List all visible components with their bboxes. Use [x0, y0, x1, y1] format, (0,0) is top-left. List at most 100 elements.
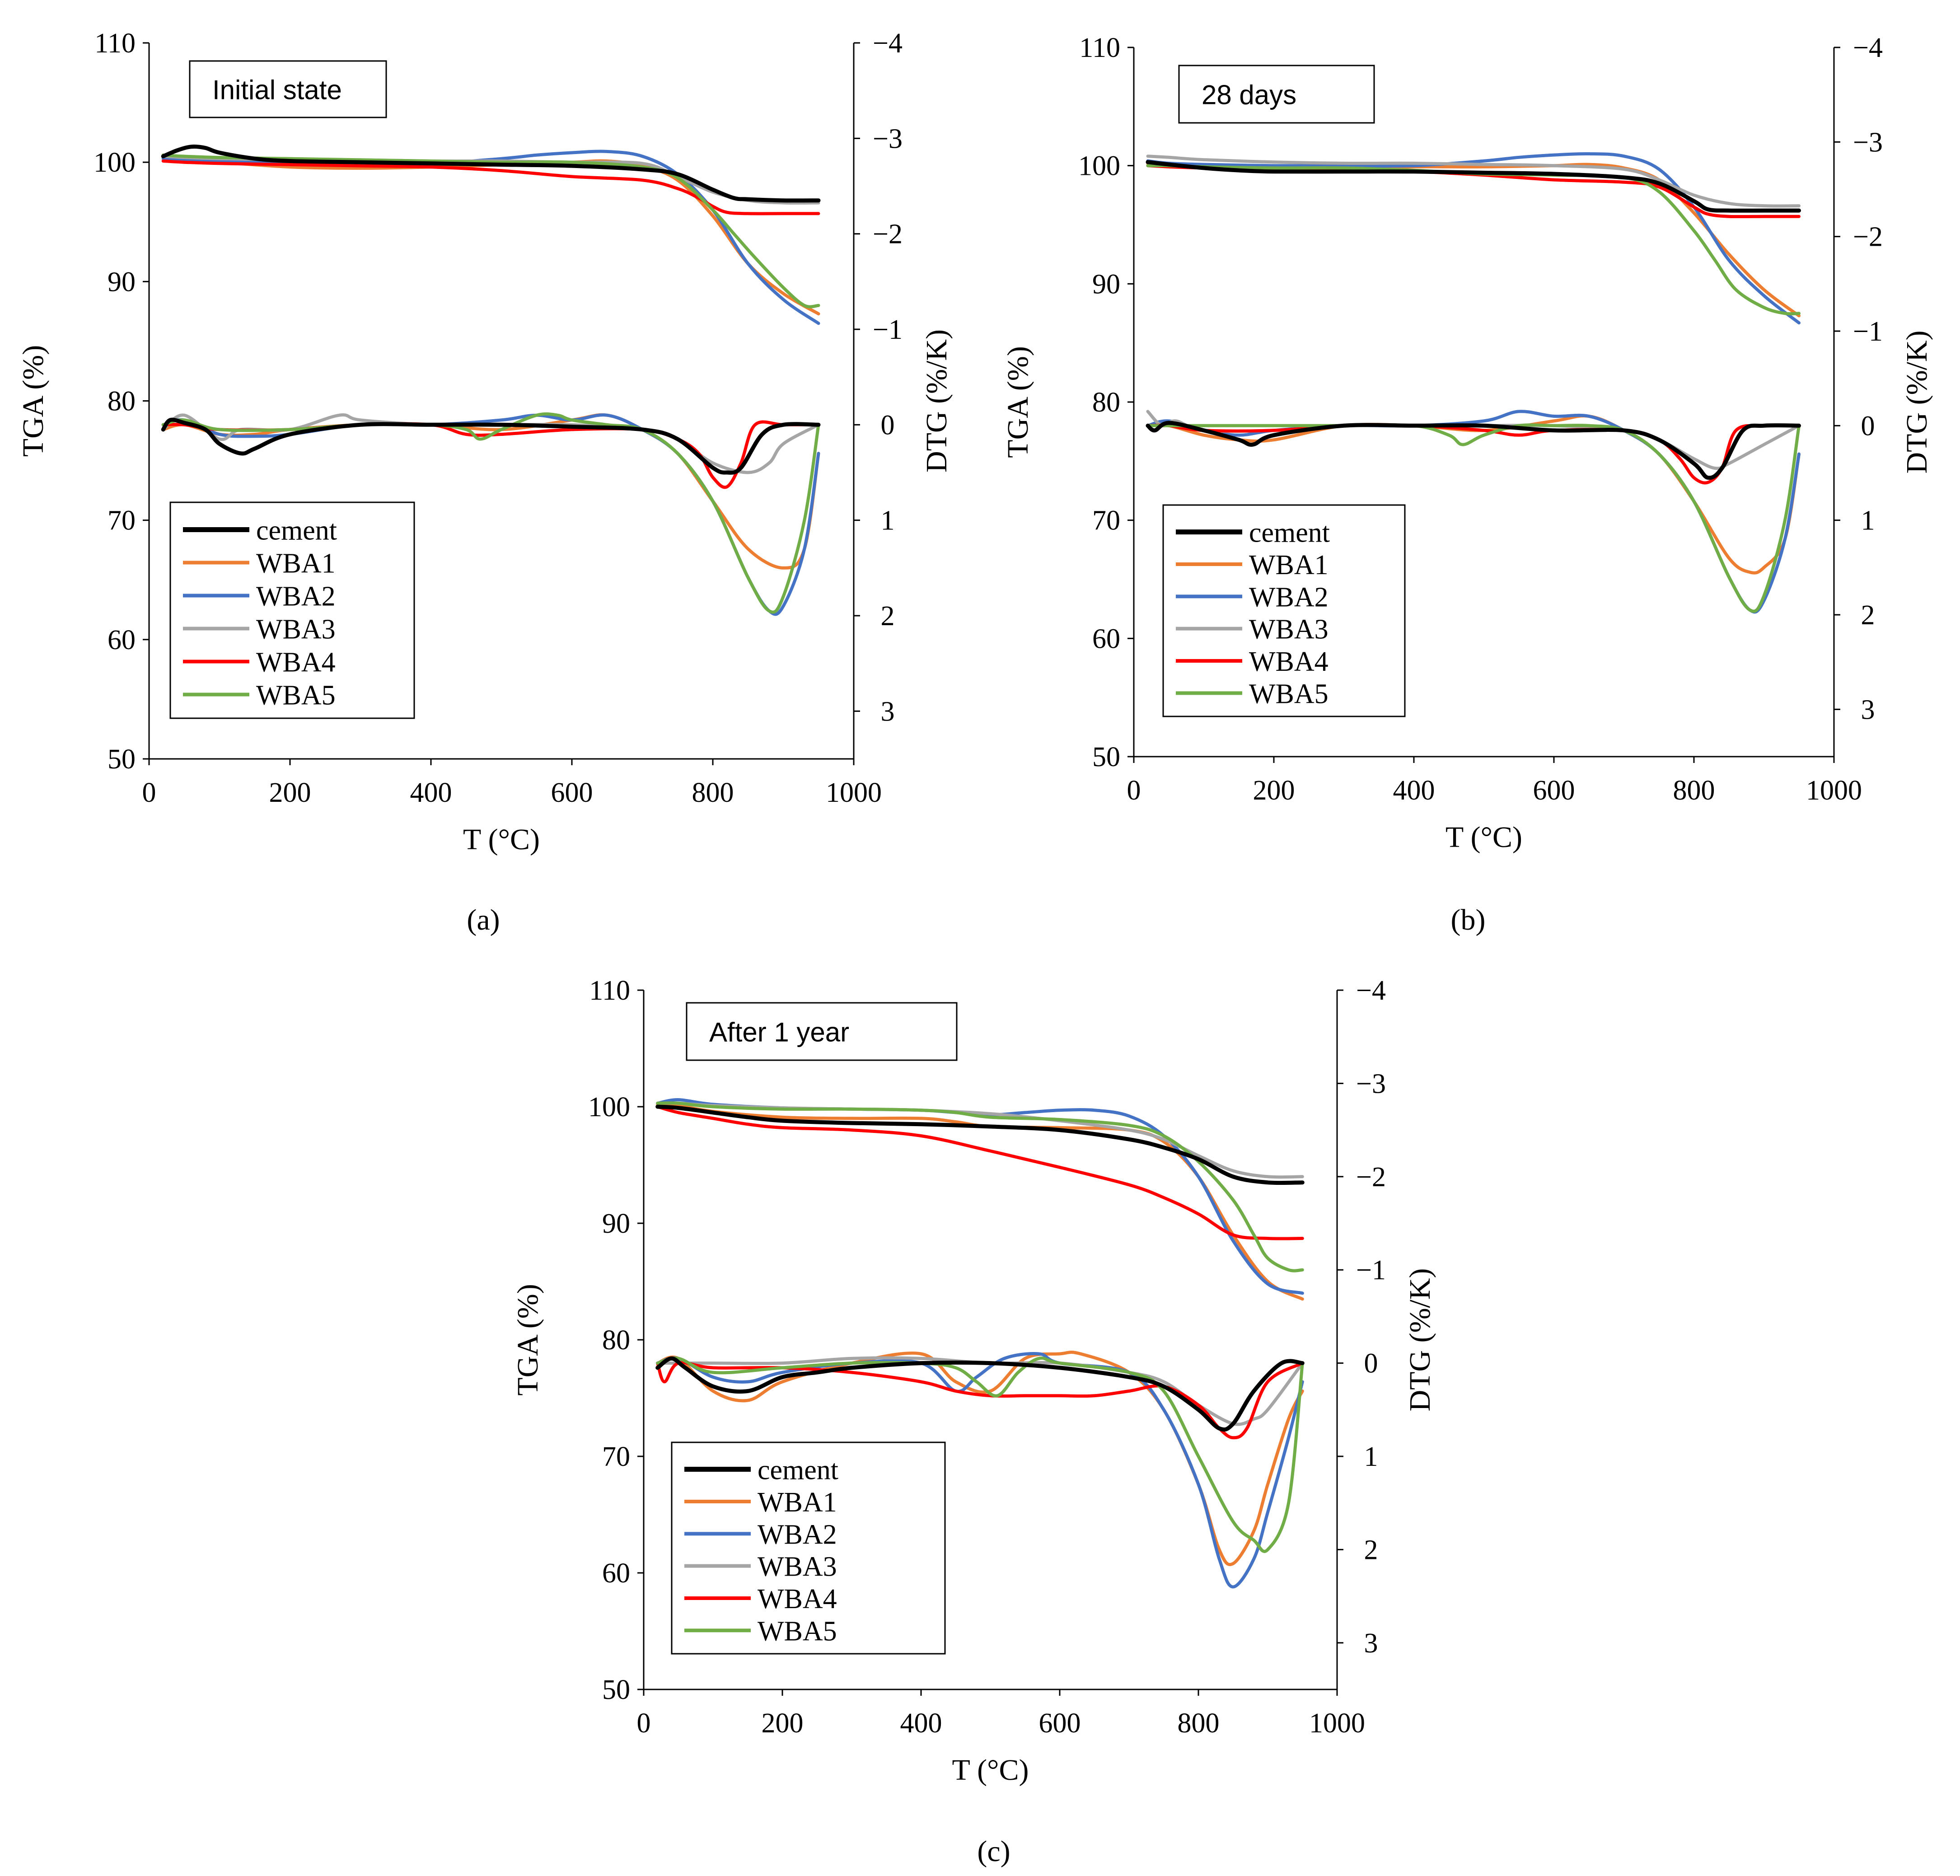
- x-tick-label: 400: [900, 1708, 942, 1739]
- y-tick-label: 90: [108, 267, 136, 297]
- y-tick-label: 110: [1079, 33, 1120, 63]
- dtg-series-wba5: [161, 412, 820, 614]
- chart-title-box: [686, 1002, 958, 1061]
- y2-tick-label: −2: [1853, 222, 1883, 253]
- y-tick-label: 100: [588, 1092, 630, 1123]
- tga-series-wba3: [1146, 154, 1801, 208]
- legend-label-wba4: WBA4: [758, 1584, 837, 1614]
- y2-axis-label: DTG (%/K): [920, 329, 953, 473]
- series-lines: [161, 145, 821, 616]
- y2-tick-label: 1: [1364, 1441, 1378, 1472]
- series-lines: [655, 1098, 1305, 1589]
- legend-label-wba1: WBA1: [758, 1487, 837, 1518]
- y-axis-label: TGA (%): [1001, 346, 1034, 458]
- legend-label-wba4: WBA4: [1249, 646, 1328, 677]
- tga-series-wba1: [656, 1103, 1304, 1301]
- tga-series-wba4: [656, 1105, 1304, 1240]
- dtg-series-wba5: [656, 1357, 1304, 1553]
- y2-tick-label: 2: [1861, 600, 1875, 631]
- legend-box: [1162, 504, 1406, 717]
- y-tick-label: 60: [602, 1558, 630, 1589]
- panel-label: (c): [977, 1835, 1010, 1868]
- x-tick-label: 200: [269, 777, 311, 808]
- y-tick-label: 80: [108, 386, 136, 417]
- y2-tick-label: −1: [1853, 316, 1883, 347]
- y2-tick-label: −4: [1356, 975, 1386, 1006]
- tga-series-wba2: [656, 1098, 1304, 1295]
- legend-label-wba3: WBA3: [758, 1552, 837, 1582]
- legend-label-wba2: WBA2: [1249, 582, 1328, 613]
- y2-tick-label: 0: [881, 410, 895, 440]
- x-tick-label: 800: [1178, 1708, 1220, 1739]
- x-tick-label: 0: [1127, 775, 1141, 806]
- y-tick-label: 70: [602, 1441, 630, 1472]
- panel-1: 0 200 400 600 800 1000 50 60 70 80 90 100 110 3 2 1 0 −1 −…: [1001, 33, 1933, 936]
- y-tick-label: 90: [602, 1208, 630, 1239]
- x-tick-label: 200: [1253, 775, 1295, 806]
- y2-tick-label: −3: [1356, 1068, 1386, 1099]
- dtg-series-wba1: [1146, 414, 1801, 575]
- y-tick-label: 70: [108, 505, 136, 536]
- chart-title: 28 days: [1202, 80, 1296, 110]
- x-tick-label: 0: [637, 1708, 651, 1739]
- legend-label-wba2: WBA2: [256, 581, 336, 612]
- x-tick-label: 600: [1039, 1708, 1081, 1739]
- tga-series-wba4: [161, 159, 820, 215]
- y-tick-label: 90: [1092, 269, 1120, 299]
- tga-series-wba1: [161, 157, 820, 316]
- y2-tick-label: −1: [873, 314, 903, 345]
- y2-tick-label: 3: [1364, 1628, 1378, 1659]
- x-tick-label: 200: [762, 1708, 804, 1739]
- y2-tick-label: 2: [881, 601, 895, 632]
- y2-tick-label: −4: [873, 28, 903, 59]
- x-tick-label: 400: [1393, 775, 1435, 806]
- x-tick-label: 400: [410, 777, 452, 808]
- x-tick-label: 0: [142, 777, 156, 808]
- dtg-series-wba5: [1146, 423, 1801, 613]
- y-tick-label: 100: [1078, 151, 1120, 182]
- x-tick-label: 1000: [826, 777, 882, 808]
- legend-label-wba5: WBA5: [256, 680, 336, 711]
- legend-label-cement: cement: [1249, 518, 1330, 548]
- tga-series-wba2: [161, 150, 820, 325]
- y2-tick-label: −4: [1853, 33, 1883, 63]
- dtg-series-wba4: [656, 1361, 1304, 1440]
- legend-label-wba3: WBA3: [256, 614, 336, 645]
- x-axis-label: T (°C): [952, 1754, 1029, 1787]
- y-tick-label: 60: [108, 625, 136, 655]
- y2-tick-label: 0: [1364, 1348, 1378, 1379]
- y-tick-label: 50: [1092, 742, 1120, 772]
- legend-label-wba5: WBA5: [758, 1616, 837, 1647]
- chart-title: After 1 year: [709, 1017, 849, 1048]
- x-axis-label: T (°C): [463, 823, 540, 856]
- y2-axis-label: DTG (%/K): [1900, 330, 1933, 473]
- y-tick-label: 110: [94, 28, 136, 59]
- y-tick-label: 50: [108, 744, 136, 775]
- y-axis-label: TGA (%): [17, 345, 50, 457]
- y-tick-label: 60: [1092, 623, 1120, 654]
- y2-tick-label: −2: [1356, 1162, 1386, 1193]
- y2-tick-label: 1: [1861, 505, 1875, 536]
- panel-label: (b): [1451, 903, 1486, 936]
- x-tick-label: 800: [1673, 775, 1715, 806]
- y2-tick-label: −1: [1356, 1255, 1386, 1286]
- tga-series-cement: [655, 1104, 1305, 1185]
- y2-tick-label: 3: [881, 696, 895, 727]
- x-tick-label: 800: [692, 777, 734, 808]
- y2-tick-label: 3: [1861, 694, 1875, 725]
- tga-series-wba5: [656, 1101, 1304, 1272]
- y2-tick-label: 2: [1364, 1534, 1378, 1565]
- legend-box: [671, 1441, 946, 1655]
- legend-label-cement: cement: [256, 515, 337, 546]
- dtg-series-cement: [655, 1356, 1305, 1432]
- legend-label-wba3: WBA3: [1249, 614, 1328, 645]
- y2-axis-label: DTG (%/K): [1403, 1268, 1436, 1411]
- y2-tick-label: −3: [1853, 127, 1883, 158]
- x-axis-label: T (°C): [1445, 821, 1522, 854]
- y-tick-label: 100: [94, 147, 136, 178]
- dtg-series-wba1: [656, 1350, 1304, 1567]
